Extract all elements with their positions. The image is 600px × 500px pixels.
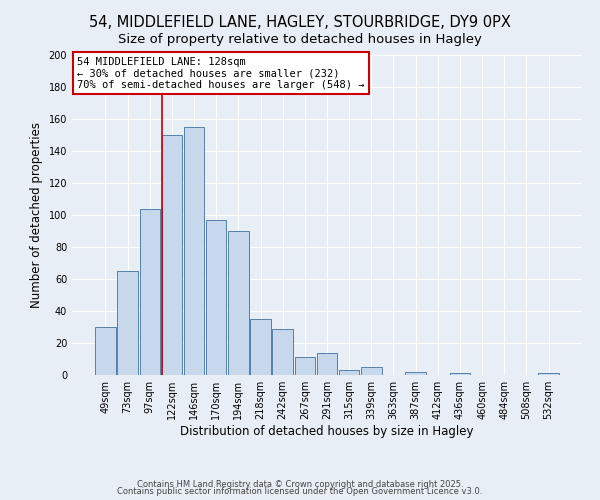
Bar bbox=[538, 374, 559, 375]
Text: 54 MIDDLEFIELD LANE: 128sqm
← 30% of detached houses are smaller (232)
70% of se: 54 MIDDLEFIELD LANE: 128sqm ← 30% of det… bbox=[77, 56, 365, 90]
X-axis label: Distribution of detached houses by size in Hagley: Distribution of detached houses by size … bbox=[180, 425, 474, 438]
Text: Contains public sector information licensed under the Open Government Licence v3: Contains public sector information licen… bbox=[118, 488, 482, 496]
Bar bbox=[295, 358, 315, 375]
Bar bbox=[161, 135, 182, 375]
Bar bbox=[206, 220, 226, 375]
Bar bbox=[184, 127, 204, 375]
Bar bbox=[95, 327, 116, 375]
Bar bbox=[406, 372, 426, 375]
Bar bbox=[140, 208, 160, 375]
Bar bbox=[272, 328, 293, 375]
Bar bbox=[118, 271, 138, 375]
Bar bbox=[361, 367, 382, 375]
Text: Size of property relative to detached houses in Hagley: Size of property relative to detached ho… bbox=[118, 32, 482, 46]
Text: Contains HM Land Registry data © Crown copyright and database right 2025.: Contains HM Land Registry data © Crown c… bbox=[137, 480, 463, 489]
Y-axis label: Number of detached properties: Number of detached properties bbox=[30, 122, 43, 308]
Bar bbox=[317, 352, 337, 375]
Bar bbox=[228, 231, 248, 375]
Text: 54, MIDDLEFIELD LANE, HAGLEY, STOURBRIDGE, DY9 0PX: 54, MIDDLEFIELD LANE, HAGLEY, STOURBRIDG… bbox=[89, 15, 511, 30]
Bar bbox=[250, 319, 271, 375]
Bar bbox=[339, 370, 359, 375]
Bar bbox=[450, 374, 470, 375]
